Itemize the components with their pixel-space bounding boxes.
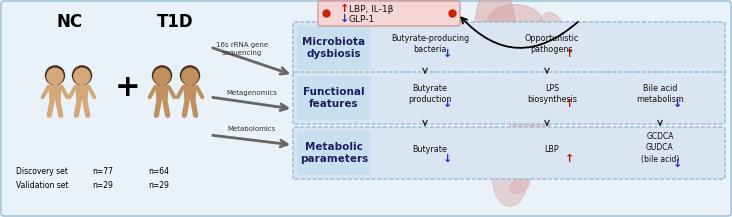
FancyBboxPatch shape: [297, 131, 371, 175]
Text: Metabolic
parameters: Metabolic parameters: [300, 142, 368, 164]
Text: ↑: ↑: [565, 154, 575, 164]
Circle shape: [152, 66, 171, 85]
Circle shape: [182, 68, 198, 84]
Text: 16s rRNA gene
sequencing: 16s rRNA gene sequencing: [216, 42, 268, 56]
Text: n=64: n=64: [148, 168, 169, 176]
FancyBboxPatch shape: [293, 22, 725, 74]
Text: Discovery set: Discovery set: [16, 168, 68, 176]
Text: ↑: ↑: [565, 99, 575, 109]
Polygon shape: [183, 85, 197, 100]
Text: T1D: T1D: [157, 13, 193, 31]
Text: n=29: n=29: [92, 181, 113, 191]
Text: Butyrate: Butyrate: [413, 145, 447, 153]
Text: Metabolomics: Metabolomics: [228, 126, 276, 132]
Text: NC: NC: [57, 13, 83, 31]
Text: Opportunistic
pathogens: Opportunistic pathogens: [525, 34, 579, 54]
FancyBboxPatch shape: [297, 26, 371, 70]
Text: ↓: ↓: [444, 99, 452, 109]
Text: LBP, IL-1β: LBP, IL-1β: [349, 5, 393, 13]
Circle shape: [47, 68, 63, 84]
Text: n=77: n=77: [92, 168, 113, 176]
Ellipse shape: [499, 155, 521, 169]
Circle shape: [154, 68, 170, 84]
FancyBboxPatch shape: [293, 127, 725, 179]
Text: Butyrate-producing
bacteria: Butyrate-producing bacteria: [391, 34, 469, 54]
Polygon shape: [75, 85, 89, 100]
Ellipse shape: [493, 151, 528, 207]
Circle shape: [74, 68, 90, 84]
Text: Metagenomics: Metagenomics: [227, 90, 277, 96]
Text: ↓: ↓: [444, 154, 452, 164]
Text: ↑: ↑: [565, 49, 575, 59]
FancyBboxPatch shape: [293, 72, 725, 124]
Text: ↑: ↑: [340, 4, 349, 14]
Ellipse shape: [519, 165, 541, 179]
Ellipse shape: [537, 13, 574, 92]
Ellipse shape: [510, 177, 530, 193]
Polygon shape: [155, 85, 168, 100]
Circle shape: [181, 66, 200, 85]
FancyBboxPatch shape: [318, 1, 460, 26]
Text: LBP: LBP: [545, 145, 559, 153]
Circle shape: [72, 66, 92, 85]
Circle shape: [45, 66, 64, 85]
Text: Microbiota
dysbiosis: Microbiota dysbiosis: [302, 37, 365, 59]
Text: GCDCA
GUDCA
(bile acid): GCDCA GUDCA (bile acid): [640, 132, 679, 164]
Text: Butyrate
production: Butyrate production: [408, 84, 452, 104]
Text: ↓: ↓: [444, 49, 452, 59]
Ellipse shape: [510, 62, 550, 172]
Text: ↓: ↓: [340, 14, 349, 24]
Text: n=29: n=29: [148, 181, 169, 191]
Polygon shape: [48, 85, 61, 100]
Text: ↓: ↓: [673, 159, 683, 169]
Text: Bile acid
metabolism: Bile acid metabolism: [636, 84, 684, 104]
Ellipse shape: [488, 5, 542, 39]
Text: ↓: ↓: [673, 99, 683, 109]
Ellipse shape: [472, 0, 518, 112]
Text: +: +: [115, 72, 141, 102]
FancyBboxPatch shape: [297, 76, 371, 120]
Text: LPS
biosynthesis: LPS biosynthesis: [527, 84, 577, 104]
Text: GLP-1: GLP-1: [349, 15, 375, 23]
Text: Validation set: Validation set: [16, 181, 69, 191]
Text: Functional
features: Functional features: [303, 87, 365, 109]
